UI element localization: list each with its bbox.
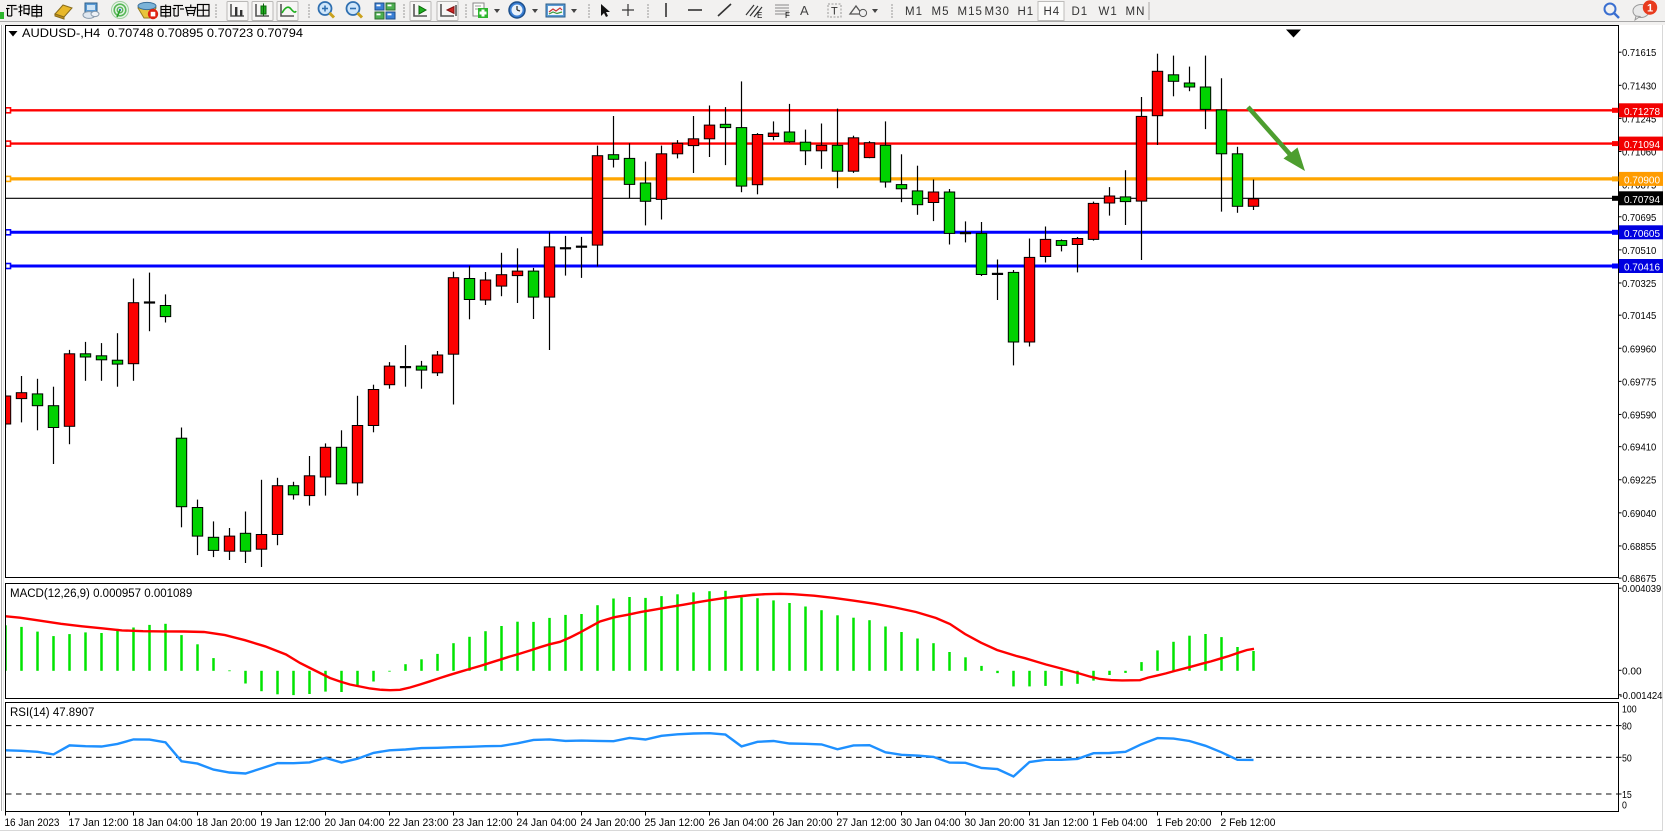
- svg-text:0.71430: 0.71430: [1622, 80, 1656, 92]
- svg-text:0.70325: 0.70325: [1622, 278, 1656, 290]
- svg-text:2 Feb 12:00: 2 Feb 12:00: [1221, 817, 1276, 829]
- svg-text:17 Jan 12:00: 17 Jan 12:00: [69, 817, 129, 829]
- svg-text:1: 1: [1647, 3, 1653, 15]
- svg-text:0.71278: 0.71278: [1624, 106, 1660, 118]
- svg-text:H4: H4: [1044, 6, 1061, 18]
- svg-text:M30: M30: [985, 6, 1010, 18]
- svg-text:100: 100: [1622, 704, 1637, 716]
- svg-text:18 Jan 04:00: 18 Jan 04:00: [133, 817, 193, 829]
- svg-text:24 Jan 04:00: 24 Jan 04:00: [517, 817, 577, 829]
- svg-text:F: F: [785, 11, 790, 20]
- svg-text:0: 0: [1622, 800, 1627, 812]
- svg-text:W1: W1: [1099, 6, 1118, 18]
- svg-text:0.71615: 0.71615: [1622, 47, 1656, 59]
- svg-text:0.004039: 0.004039: [1622, 583, 1661, 595]
- svg-text:0.69225: 0.69225: [1622, 475, 1656, 487]
- svg-text:0.70605: 0.70605: [1624, 228, 1660, 240]
- svg-text:0.70900: 0.70900: [1624, 174, 1660, 186]
- svg-text:20 Jan 04:00: 20 Jan 04:00: [325, 817, 385, 829]
- svg-text:T: T: [831, 6, 838, 18]
- svg-text:1 Feb 04:00: 1 Feb 04:00: [1093, 817, 1148, 829]
- svg-text:M5: M5: [932, 6, 950, 18]
- svg-text:30 Jan 20:00: 30 Jan 20:00: [965, 817, 1025, 829]
- svg-text:1 Feb 20:00: 1 Feb 20:00: [1157, 817, 1212, 829]
- svg-text:0.00: 0.00: [1622, 665, 1642, 677]
- svg-text:80: 80: [1622, 721, 1632, 733]
- svg-text:25 Jan 12:00: 25 Jan 12:00: [645, 817, 705, 829]
- svg-text:0.68855: 0.68855: [1622, 541, 1656, 553]
- svg-text:AUDUSD-,H4 0.70748 0.70895 0.: AUDUSD-,H4 0.70748 0.70895 0.70723 0.707…: [22, 26, 303, 40]
- svg-text:0.70794: 0.70794: [1624, 194, 1660, 206]
- svg-text:31 Jan 12:00: 31 Jan 12:00: [1029, 817, 1089, 829]
- svg-text:24 Jan 20:00: 24 Jan 20:00: [581, 817, 641, 829]
- svg-text:50: 50: [1622, 752, 1632, 764]
- svg-text:M15: M15: [958, 6, 983, 18]
- svg-text:27 Jan 12:00: 27 Jan 12:00: [837, 817, 897, 829]
- svg-text:0.69410: 0.69410: [1622, 442, 1656, 454]
- svg-text:MACD(12,26,9) 0.000957 0.00108: MACD(12,26,9) 0.000957 0.001089: [10, 588, 192, 600]
- svg-text:RSI(14) 47.8907: RSI(14) 47.8907: [10, 707, 94, 719]
- svg-text:0.70510: 0.70510: [1622, 245, 1656, 257]
- svg-text:0.70145: 0.70145: [1622, 310, 1656, 322]
- svg-text:0.69775: 0.69775: [1622, 376, 1656, 388]
- svg-text:0.69960: 0.69960: [1622, 343, 1656, 355]
- svg-text:0.69590: 0.69590: [1622, 409, 1656, 421]
- svg-text:A: A: [800, 3, 809, 18]
- svg-text:15: 15: [1622, 789, 1632, 801]
- svg-text:0.70695: 0.70695: [1622, 212, 1656, 224]
- svg-text:26 Jan 04:00: 26 Jan 04:00: [709, 817, 769, 829]
- svg-text:0.69040: 0.69040: [1622, 508, 1656, 520]
- svg-text:-0.001424: -0.001424: [1620, 690, 1663, 702]
- svg-text:MN: MN: [1126, 6, 1146, 18]
- svg-text:M1: M1: [905, 6, 923, 18]
- svg-text:16 Jan 2023: 16 Jan 2023: [5, 817, 60, 829]
- svg-text:19 Jan 12:00: 19 Jan 12:00: [261, 817, 321, 829]
- svg-text:23 Jan 12:00: 23 Jan 12:00: [453, 817, 513, 829]
- svg-text:18 Jan 20:00: 18 Jan 20:00: [197, 817, 257, 829]
- svg-text:0.71094: 0.71094: [1624, 139, 1660, 151]
- svg-text:0.68675: 0.68675: [1622, 573, 1656, 585]
- svg-text:0.70416: 0.70416: [1624, 262, 1660, 274]
- svg-text:D1: D1: [1072, 6, 1089, 18]
- svg-text:22 Jan 23:00: 22 Jan 23:00: [389, 817, 449, 829]
- svg-text:30 Jan 04:00: 30 Jan 04:00: [901, 817, 961, 829]
- svg-text:E: E: [757, 11, 762, 20]
- svg-text:H1: H1: [1018, 6, 1035, 18]
- svg-text:26 Jan 20:00: 26 Jan 20:00: [773, 817, 833, 829]
